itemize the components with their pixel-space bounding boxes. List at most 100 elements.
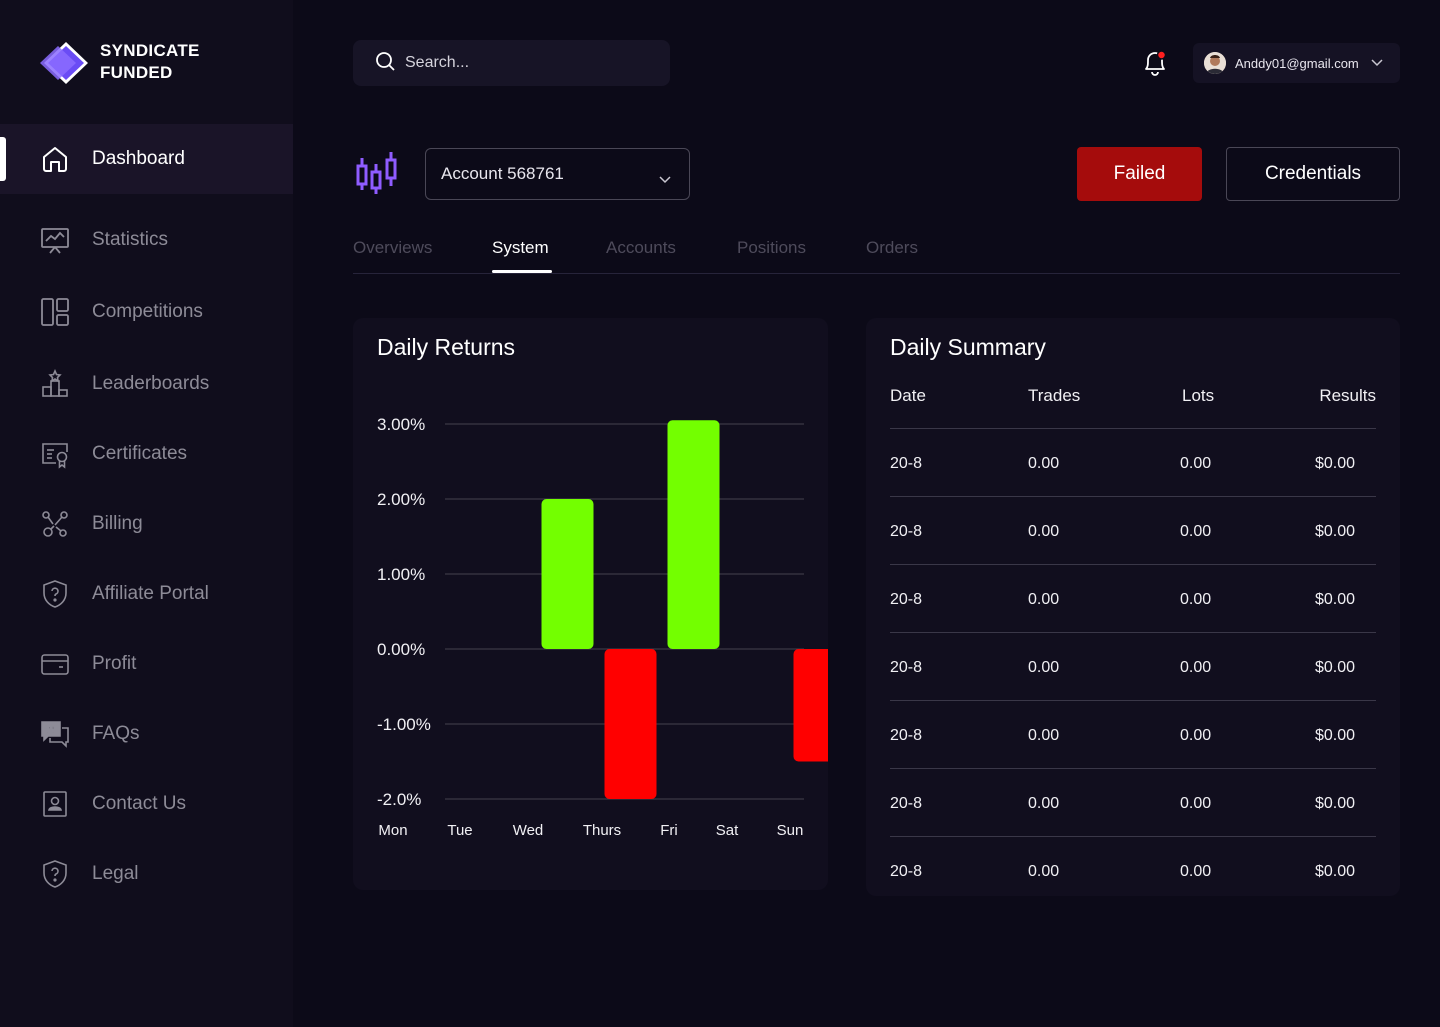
- shield-question-icon: [40, 859, 70, 889]
- cell-results: $0.00: [1315, 659, 1356, 676]
- sidebar-item-label: Profit: [92, 653, 137, 674]
- y-tick-label: -2.0%: [377, 790, 421, 809]
- brand-name: SYNDICATE FUNDED: [100, 40, 200, 84]
- cell-date: 20-8: [890, 795, 923, 812]
- y-tick-label: 2.00%: [377, 490, 425, 509]
- credentials-button[interactable]: Credentials: [1226, 147, 1400, 201]
- search-bar: [353, 40, 670, 86]
- bar: [793, 649, 828, 762]
- leaderboard-icon: [40, 369, 70, 399]
- daily-returns-chart: 3.00% 2.00% 1.00% 0.00% -1.00% -2.0% Mon Tue Wed…: [377, 415, 828, 839]
- cell-results: $0.00: [1315, 523, 1356, 540]
- sidebar-item-label: Contact Us: [92, 793, 186, 814]
- cell-trades: 0.00: [1028, 659, 1060, 676]
- tab-system[interactable]: System: [492, 238, 549, 257]
- cell-results: $0.00: [1315, 795, 1356, 812]
- y-tick-label: 3.00%: [377, 415, 425, 434]
- cell-trades: 0.00: [1028, 455, 1060, 472]
- cell-date: 20-8: [890, 523, 923, 540]
- column-header-trades: Trades: [1028, 386, 1081, 405]
- notification-bell-icon[interactable]: [1140, 48, 1170, 78]
- tab-overviews[interactable]: Overviews: [353, 238, 433, 257]
- x-tick-label: Sat: [716, 822, 739, 839]
- y-tick-label: 0.00%: [377, 640, 425, 659]
- tab-accounts[interactable]: Accounts: [606, 238, 676, 257]
- shield-question-icon: [40, 579, 70, 609]
- svg-text:?!: ?!: [45, 725, 55, 736]
- sidebar-item-label: Certificates: [92, 443, 188, 464]
- bar: [667, 420, 720, 649]
- account-select[interactable]: Account 568761: [425, 148, 690, 200]
- sidebar-item-competitions[interactable]: Competitions: [0, 277, 293, 347]
- tab-orders[interactable]: Orders: [866, 238, 918, 257]
- sidebar: SYNDICATE FUNDED Dashboard Statistics Co…: [0, 0, 293, 1027]
- sidebar-item-faqs[interactable]: ?! FAQs: [0, 699, 293, 769]
- sidebar-item-statistics[interactable]: Statistics: [0, 205, 293, 275]
- y-tick-label: 1.00%: [377, 565, 425, 584]
- cell-results: $0.00: [1315, 727, 1356, 744]
- sidebar-item-profit[interactable]: Profit: [0, 629, 293, 699]
- table-row: 20-8 0.00 0.00 $0.00: [890, 428, 1376, 496]
- cell-date: 20-8: [890, 727, 923, 744]
- sidebar-item-contact-us[interactable]: Contact Us: [0, 769, 293, 839]
- chart-title: Daily Returns: [377, 334, 516, 360]
- daily-returns-card: Daily Returns 3.00% 2.00% 1.00% 0.00% -1.00%…: [353, 318, 828, 890]
- tab-bar: Overviews System Accounts Positions Orde…: [353, 232, 1400, 274]
- user-menu[interactable]: Anddy01@gmail.com: [1193, 43, 1400, 83]
- column-header-date: Date: [890, 386, 926, 405]
- search-icon: [375, 51, 395, 76]
- user-email: Anddy01@gmail.com: [1235, 55, 1359, 71]
- sidebar-item-leaderboards[interactable]: Leaderboards: [0, 349, 293, 419]
- chevron-down-icon: [1371, 54, 1383, 72]
- cell-results: $0.00: [1315, 591, 1356, 608]
- cell-lots: 0.00: [1180, 727, 1212, 744]
- brand-logo[interactable]: SYNDICATE FUNDED: [40, 40, 200, 84]
- cell-results: $0.00: [1315, 863, 1356, 880]
- cell-lots: 0.00: [1180, 455, 1212, 472]
- sidebar-item-legal[interactable]: Legal: [0, 839, 293, 909]
- sidebar-item-label: Statistics: [92, 229, 169, 250]
- cell-trades: 0.00: [1028, 795, 1060, 812]
- daily-summary-card: Daily Summary Date Trades Lots Results 2…: [866, 318, 1400, 896]
- x-tick-label: Mon: [378, 822, 407, 839]
- table-row: 20-8 0.00 0.00 $0.00: [890, 496, 1376, 564]
- sidebar-item-affiliate-portal[interactable]: Affiliate Portal: [0, 559, 293, 629]
- candlestick-icon: [355, 150, 399, 196]
- table-row: 20-8 0.00 0.00 $0.00: [890, 768, 1376, 836]
- table-row: 20-8 0.00 0.00 $0.00: [890, 564, 1376, 632]
- sidebar-item-billing[interactable]: Billing: [0, 489, 293, 559]
- avatar: [1204, 52, 1226, 74]
- chevron-down-icon: [659, 169, 671, 189]
- cell-lots: 0.00: [1180, 795, 1212, 812]
- cell-trades: 0.00: [1028, 863, 1060, 880]
- bar: [604, 649, 657, 799]
- brand-line-1: SYNDICATE: [100, 41, 200, 60]
- cell-trades: 0.00: [1028, 727, 1060, 744]
- cell-date: 20-8: [890, 591, 923, 608]
- sidebar-item-label: Leaderboards: [92, 373, 210, 394]
- search-input[interactable]: [405, 54, 645, 72]
- cell-lots: 0.00: [1180, 659, 1212, 676]
- sidebar-item-label: Affiliate Portal: [92, 583, 209, 604]
- sidebar-item-label: Billing: [92, 513, 143, 534]
- x-tick-label: Wed: [513, 822, 544, 839]
- cell-date: 20-8: [890, 659, 923, 676]
- sidebar-item-label: Competitions: [92, 301, 203, 322]
- bar: [541, 499, 594, 649]
- sidebar-item-certificates[interactable]: Certificates: [0, 419, 293, 489]
- x-tick-label: Fri: [660, 822, 678, 839]
- column-header-results: Results: [1319, 386, 1376, 405]
- faq-icon: ?!: [40, 719, 70, 749]
- certificate-icon: [40, 439, 70, 469]
- failed-status-button[interactable]: Failed: [1077, 147, 1202, 201]
- cell-trades: 0.00: [1028, 591, 1060, 608]
- cell-date: 20-8: [890, 455, 923, 472]
- table-row: 20-8 0.00 0.00 $0.00: [890, 700, 1376, 768]
- sidebar-item-label: Dashboard: [92, 148, 185, 169]
- sidebar-item-dashboard[interactable]: Dashboard: [0, 124, 293, 194]
- tab-positions[interactable]: Positions: [737, 238, 806, 257]
- cell-lots: 0.00: [1180, 591, 1212, 608]
- x-tick-label: Sun: [777, 822, 804, 839]
- active-tab-indicator: [492, 270, 552, 273]
- billing-icon: [40, 509, 70, 539]
